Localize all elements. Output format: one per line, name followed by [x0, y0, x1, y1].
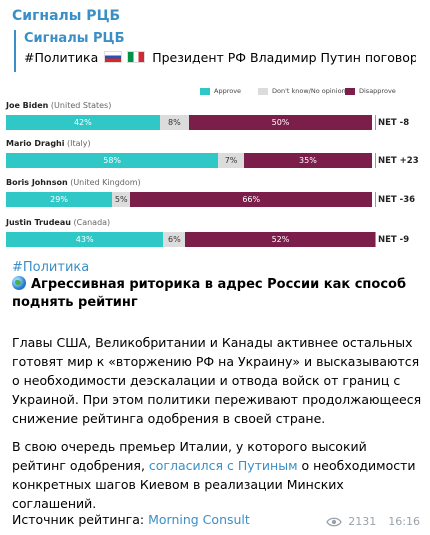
approval-chart: Approve Don't know/No opinion Disapprove… [0, 78, 430, 250]
legend-label-approve: Approve [214, 87, 242, 95]
reply-hashtag: #Политика [24, 50, 99, 65]
row-label: Mario Draghi (Italy) [6, 139, 91, 148]
country-name: (Canada) [70, 218, 111, 227]
net-value: NET -9 [378, 235, 410, 245]
legend-swatch-dontknow [258, 87, 268, 95]
message-time: 16:16 [388, 515, 420, 528]
disapprove-segment: 52% [185, 232, 376, 247]
politician-name: Justin Trudeau [6, 218, 71, 227]
row-label: Justin Trudeau (Canada) [6, 218, 110, 227]
post-source: Источник рейтинга: Morning Consult [12, 510, 422, 529]
net-divider [375, 153, 376, 168]
post-headline: Агрессивная риторика в адрес России как … [12, 276, 422, 312]
legend-approve: Approve [200, 85, 241, 97]
country-name: (Italy) [64, 139, 91, 148]
reply-quote[interactable]: Сигналы РЦБ #Политика Президент РФ Влади… [14, 30, 416, 72]
politician-name: Boris Johnson [6, 178, 68, 187]
disapprove-segment: 35% [243, 153, 372, 168]
legend-swatch-disapprove [345, 87, 355, 95]
views-count: 2131 [348, 515, 377, 528]
reply-text: #Политика Президент РФ Владимир Путин по… [24, 48, 416, 68]
italy-flag-icon [127, 51, 146, 63]
legend-label-disapprove: Disapprove [359, 87, 396, 95]
dontknow-segment: 8% [159, 115, 189, 130]
approve-segment: 29% [6, 192, 113, 207]
channel-name[interactable]: Сигналы РЦБ [12, 8, 121, 24]
legend-dontknow: Don't know/No opinion [258, 85, 346, 97]
approve-segment: 43% [6, 232, 164, 247]
dontknow-segment: 5% [112, 192, 131, 207]
row-label: Boris Johnson (United Kingdom) [6, 178, 141, 187]
morning-consult-link[interactable]: Morning Consult [148, 512, 250, 527]
dontknow-segment: 7% [218, 153, 244, 168]
views-eye-icon [326, 517, 343, 527]
paragraph-2-text-a: В свою очередь премьер Италии, у которог… [12, 439, 367, 473]
politician-name: Joe Biden [6, 101, 49, 110]
reply-title: Сигналы РЦБ [24, 31, 125, 46]
globe-icon [12, 276, 26, 290]
post-paragraph-1: Главы США, Великобритании и Канады актив… [12, 335, 422, 426]
source-label: Источник рейтинга: [12, 512, 149, 527]
net-value: NET +23 [378, 156, 419, 166]
post-hashtag[interactable]: #Политика [12, 260, 90, 275]
country-name: (United States) [48, 101, 112, 110]
russia-flag-icon [104, 51, 123, 63]
country-name: (United Kingdom) [67, 178, 141, 187]
dontknow-segment: 6% [163, 232, 186, 247]
putin-agreement-link[interactable]: согласился с Путиным [148, 458, 298, 473]
net-value: NET -36 [378, 195, 416, 205]
approve-segment: 58% [6, 153, 219, 168]
net-divider [375, 115, 376, 130]
post-paragraph-2: В свою очередь премьер Италии, у которог… [12, 437, 422, 513]
politician-name: Mario Draghi [6, 139, 65, 148]
legend-swatch-approve [200, 87, 210, 95]
paragraph-2-text-b: о необходимости конкретных шагов Киевом … [12, 458, 416, 511]
disapprove-segment: 66% [130, 192, 372, 207]
approve-segment: 42% [6, 115, 160, 130]
net-divider [375, 232, 376, 247]
net-value: NET -8 [378, 118, 410, 128]
legend-label-dontknow: Don't know/No opinion [272, 87, 346, 95]
net-divider [375, 192, 376, 207]
disapprove-segment: 50% [189, 115, 372, 130]
legend-disapprove: Disapprove [345, 85, 396, 97]
message-meta: 2131 16:16 [326, 515, 420, 528]
headline-text: Агрессивная риторика в адрес России как … [12, 277, 407, 310]
reply-snippet: Президент РФ Владимир Путин поговорил ..… [152, 50, 416, 65]
row-label: Joe Biden (United States) [6, 101, 111, 110]
